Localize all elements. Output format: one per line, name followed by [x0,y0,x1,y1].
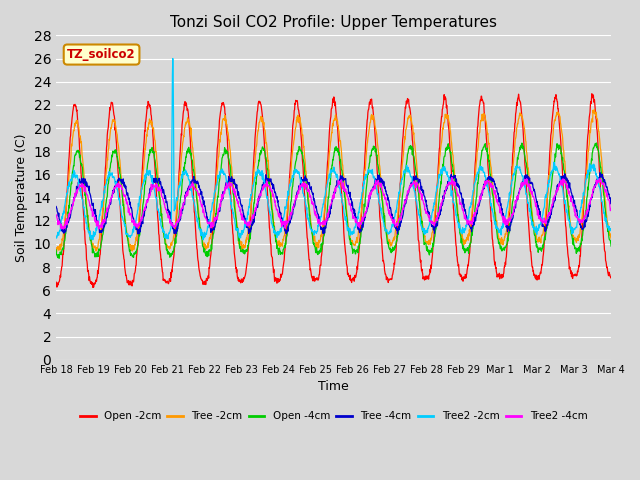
Y-axis label: Soil Temperature (C): Soil Temperature (C) [15,133,28,262]
Text: TZ_soilco2: TZ_soilco2 [67,48,136,61]
Legend: Open -2cm, Tree -2cm, Open -4cm, Tree -4cm, Tree2 -2cm, Tree2 -4cm: Open -2cm, Tree -2cm, Open -4cm, Tree -4… [76,407,591,426]
Title: Tonzi Soil CO2 Profile: Upper Temperatures: Tonzi Soil CO2 Profile: Upper Temperatur… [170,15,497,30]
X-axis label: Time: Time [318,380,349,393]
